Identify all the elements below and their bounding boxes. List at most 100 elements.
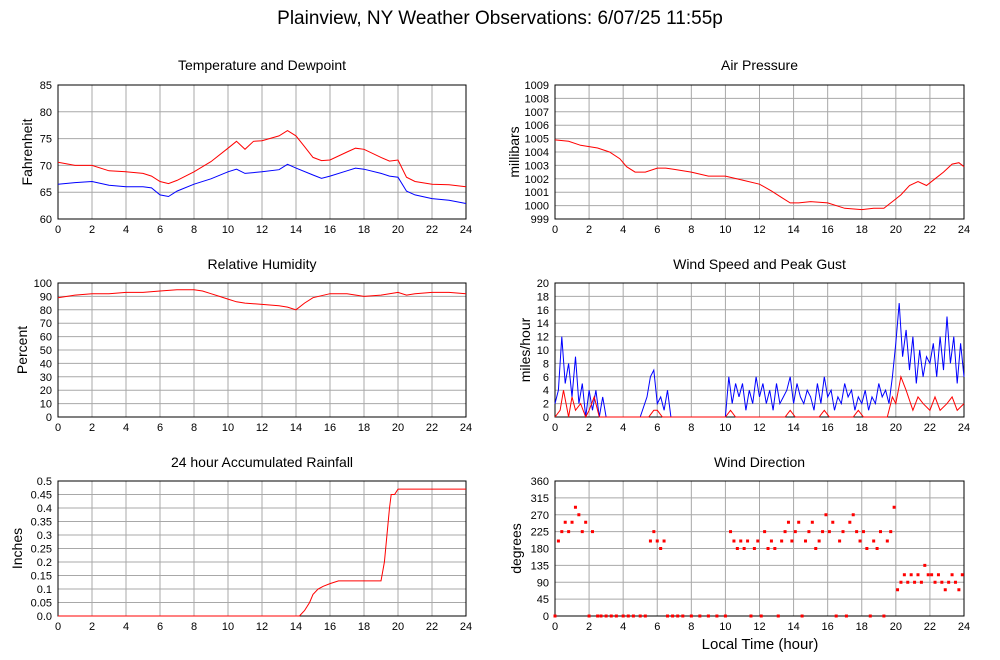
y-axis-label: millibars bbox=[506, 126, 522, 177]
data-point bbox=[950, 573, 954, 577]
data-point bbox=[953, 580, 957, 584]
x-tick-label: 12 bbox=[753, 224, 765, 236]
data-point bbox=[567, 530, 571, 534]
data-point bbox=[957, 588, 961, 592]
y-tick-label: 20 bbox=[537, 278, 549, 290]
y-tick-label: 30 bbox=[40, 372, 52, 384]
data-point bbox=[848, 520, 852, 524]
x-tick-label: 10 bbox=[222, 422, 234, 434]
x-axis-label: Local Time (hour) bbox=[701, 636, 819, 653]
y-tick-label: 0 bbox=[543, 611, 549, 623]
y-tick-label: 1007 bbox=[525, 107, 549, 119]
y-tick-label: 1001 bbox=[525, 187, 549, 199]
data-point bbox=[930, 573, 934, 577]
data-point bbox=[851, 513, 855, 517]
y-tick-label: 10 bbox=[537, 345, 549, 357]
x-tick-label: 8 bbox=[688, 422, 694, 434]
x-tick-label: 4 bbox=[620, 224, 626, 236]
data-point bbox=[923, 563, 927, 567]
data-point bbox=[735, 547, 739, 550]
chart-title: Temperature and Dewpoint bbox=[178, 57, 346, 73]
y-tick-label: 0.3 bbox=[37, 530, 52, 542]
data-point bbox=[752, 547, 756, 550]
y-tick-label: 75 bbox=[40, 134, 52, 146]
data-point bbox=[655, 539, 659, 543]
x-tick-label: 14 bbox=[290, 621, 302, 633]
data-point bbox=[943, 588, 947, 592]
data-point bbox=[817, 539, 821, 543]
chart-panel: 0 2 4 6 8 10 12 14 16 18 20 22 240.00.050.10.150.20.… bbox=[9, 454, 472, 633]
x-tick-label: 20 bbox=[890, 422, 902, 434]
y-tick-label: 0.25 bbox=[31, 544, 52, 556]
data-point bbox=[665, 614, 669, 618]
y-tick-label: 1008 bbox=[525, 93, 549, 105]
x-tick-label: 8 bbox=[191, 422, 197, 434]
x-tick-label: 24 bbox=[958, 422, 970, 434]
data-point bbox=[587, 614, 591, 618]
x-tick-label: 6 bbox=[157, 224, 163, 236]
data-point bbox=[902, 573, 906, 577]
data-point bbox=[580, 530, 584, 534]
data-point bbox=[729, 530, 733, 534]
data-point bbox=[609, 614, 613, 618]
x-tick-label: 6 bbox=[654, 621, 660, 633]
y-tick-label: 0.0 bbox=[37, 611, 52, 623]
x-tick-label: 22 bbox=[924, 621, 936, 633]
x-tick-label: 22 bbox=[426, 621, 438, 633]
data-point bbox=[732, 539, 736, 543]
data-point bbox=[858, 539, 862, 543]
data-point bbox=[916, 573, 920, 577]
y-tick-label: 4 bbox=[543, 385, 549, 397]
data-point bbox=[676, 614, 680, 618]
data-point bbox=[814, 547, 818, 550]
data-point bbox=[766, 547, 770, 550]
x-tick-label: 8 bbox=[191, 224, 197, 236]
data-point bbox=[638, 614, 642, 618]
y-axis-label: Percent bbox=[14, 326, 30, 374]
data-point bbox=[556, 539, 560, 543]
x-tick-label: 8 bbox=[191, 621, 197, 633]
x-tick-label: 22 bbox=[924, 224, 936, 236]
chart-panel: 0 2 4 6 8 10 12 14 16 18 20 22 24606570758085Tempera… bbox=[19, 57, 472, 236]
x-tick-label: 18 bbox=[856, 224, 868, 236]
chart-title: Relative Humidity bbox=[208, 256, 317, 272]
data-point bbox=[631, 614, 635, 618]
data-point bbox=[759, 614, 763, 618]
y-tick-label: 8 bbox=[543, 358, 549, 370]
data-point bbox=[797, 520, 801, 524]
y-axis-label: miles/hour bbox=[517, 317, 533, 382]
data-point bbox=[892, 505, 896, 509]
data-point bbox=[821, 530, 825, 534]
data-point bbox=[882, 614, 886, 618]
x-tick-label: 0 bbox=[552, 224, 558, 236]
y-tick-label: 12 bbox=[537, 332, 549, 344]
y-tick-label: 100 bbox=[34, 278, 52, 290]
y-tick-label: 20 bbox=[40, 385, 52, 397]
y-tick-label: 0.4 bbox=[37, 503, 52, 515]
data-point bbox=[563, 520, 567, 524]
data-point bbox=[659, 547, 663, 550]
data-point bbox=[590, 530, 594, 534]
x-tick-label: 10 bbox=[719, 422, 731, 434]
chart-title: Wind Speed and Peak Gust bbox=[673, 256, 846, 272]
series-line bbox=[58, 488, 466, 617]
data-point bbox=[706, 614, 710, 618]
data-point bbox=[662, 539, 666, 543]
y-tick-label: 135 bbox=[531, 560, 549, 572]
series-line bbox=[57, 130, 467, 188]
x-tick-label: 16 bbox=[324, 422, 336, 434]
data-point bbox=[831, 520, 835, 524]
x-tick-label: 10 bbox=[222, 224, 234, 236]
data-point bbox=[838, 539, 842, 543]
series-line bbox=[554, 139, 965, 211]
x-tick-label: 12 bbox=[256, 224, 268, 236]
data-point bbox=[936, 573, 940, 577]
x-tick-label: 18 bbox=[856, 621, 868, 633]
data-point bbox=[878, 530, 882, 534]
plot-frame bbox=[554, 84, 965, 220]
data-point bbox=[570, 520, 574, 524]
data-point bbox=[790, 539, 794, 543]
data-point bbox=[689, 614, 693, 618]
x-tick-label: 20 bbox=[890, 224, 902, 236]
